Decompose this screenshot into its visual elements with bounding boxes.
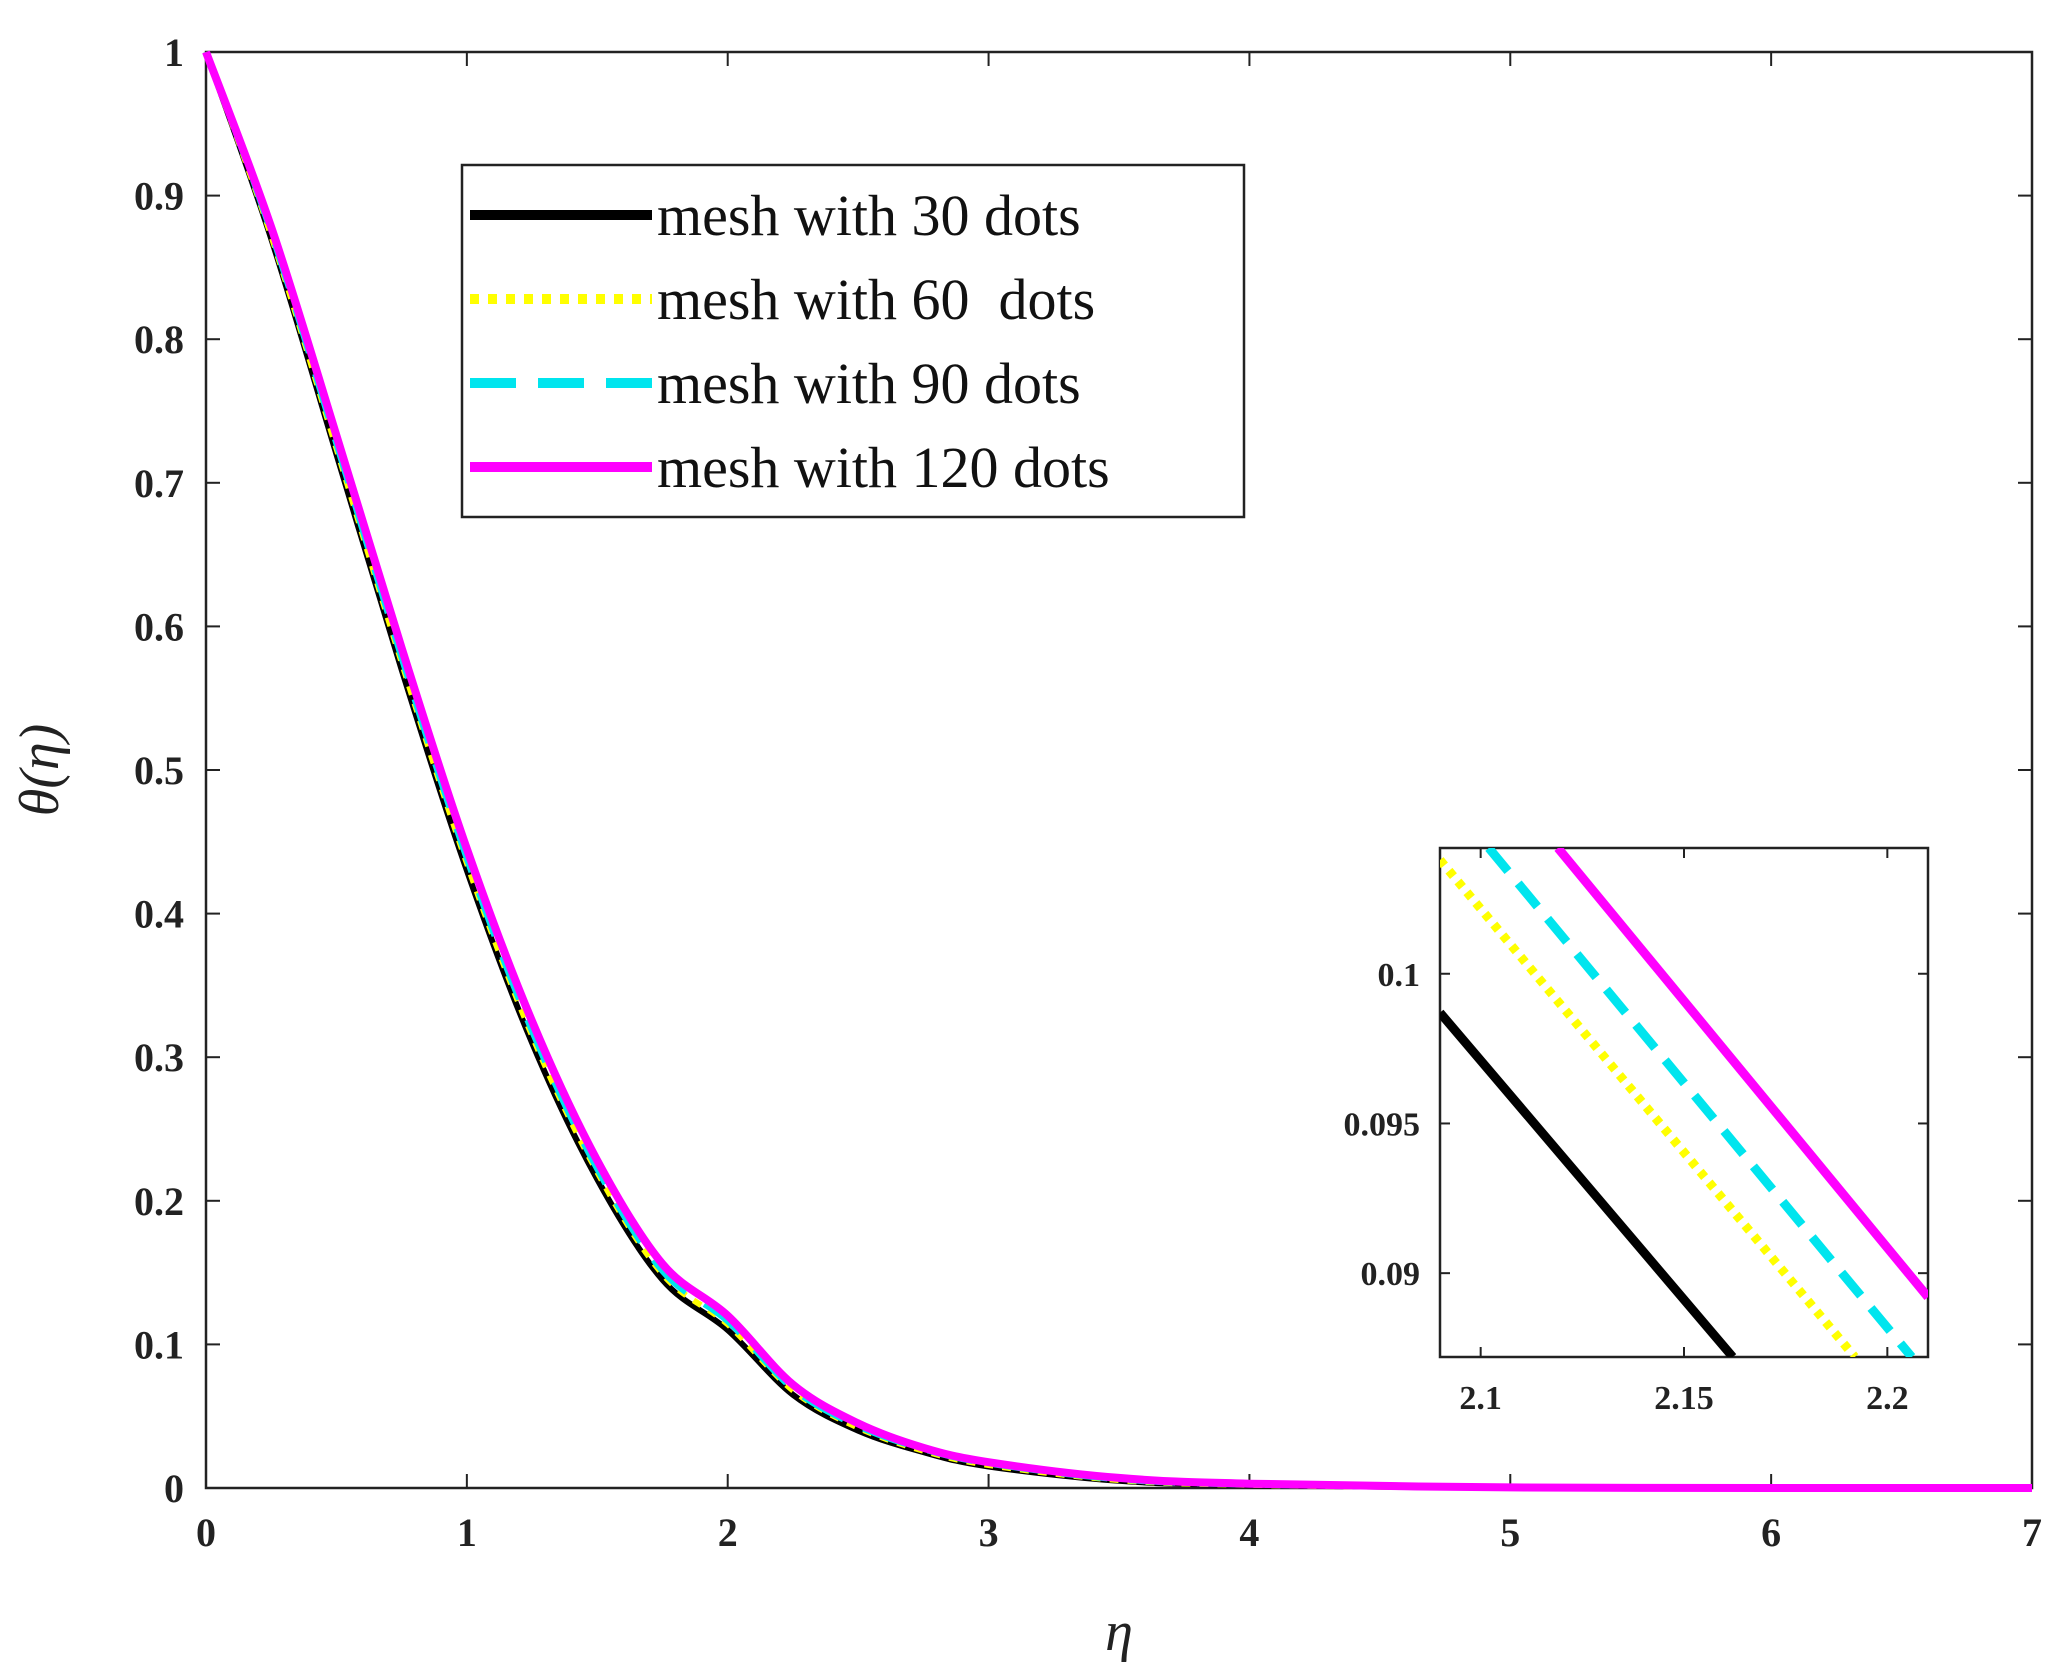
y-tick-label: 0.2	[134, 1179, 184, 1224]
y-tick-label: 0	[164, 1466, 184, 1511]
inset-x-tick-label: 2.1	[1459, 1380, 1502, 1417]
legend-box	[460, 163, 1246, 519]
inset-series-line-4	[1554, 848, 1928, 1300]
y-tick-label: 0.8	[134, 317, 184, 362]
x-tick-label: 4	[1239, 1510, 1259, 1555]
inset-x-tick-label: 2.15	[1654, 1380, 1714, 1417]
inset-axes: 2.1 2.15 2.2 0.09 0.095 0.1	[1344, 846, 1930, 1417]
x-tick-label: 1	[457, 1510, 477, 1555]
y-tick-label: 1	[164, 30, 184, 75]
inset-y-tick-label: 0.1	[1378, 957, 1421, 994]
x-tick-label: 5	[1500, 1510, 1520, 1555]
y-tick-label: 0.4	[134, 892, 184, 937]
inset-x-tick-label: 2.2	[1866, 1380, 1909, 1417]
series-line-4	[202, 50, 2033, 1493]
y-tick-label: 0.6	[134, 604, 184, 649]
x-tick-label: 0	[196, 1510, 216, 1555]
y-tick-label: 0.9	[134, 174, 184, 219]
x-tick-label: 7	[2022, 1510, 2042, 1555]
legend-label-3: mesh with 90 dots	[657, 351, 1081, 416]
inset-series-group	[1440, 848, 1928, 1357]
inset-series-line-1	[1440, 1009, 1737, 1357]
legend-label-2: mesh with 60 dots	[657, 267, 1095, 332]
x-tick-label: 2	[718, 1510, 738, 1555]
x-tick-label: 3	[979, 1510, 999, 1555]
y-tick-label: 0.5	[134, 748, 184, 793]
inset-series-line-3	[1485, 848, 1916, 1357]
main-axes: 0 1 2 3 4 5 6 7 0 0.1 0.2 0.3 0.4 0.5 0.6 0.7 0.8 0.9 1 η θ(…	[9, 30, 2042, 1663]
legend-label-1: mesh with 30 dots	[657, 183, 1081, 248]
inset-y-tick-label: 0.09	[1361, 1256, 1421, 1293]
y-tick-label: 0.7	[134, 461, 184, 506]
y-axis-label: θ(η)	[9, 724, 71, 817]
y-tick-label: 0.1	[134, 1322, 184, 1367]
y-tick-label: 0.3	[134, 1035, 184, 1080]
x-axis-label: η	[1105, 1601, 1133, 1663]
legend-label-4: mesh with 120 dots	[657, 435, 1110, 500]
inset-series-line-2	[1440, 857, 1859, 1357]
x-tick-label: 6	[1761, 1510, 1781, 1555]
inset-y-tick-label: 0.095	[1344, 1106, 1421, 1143]
